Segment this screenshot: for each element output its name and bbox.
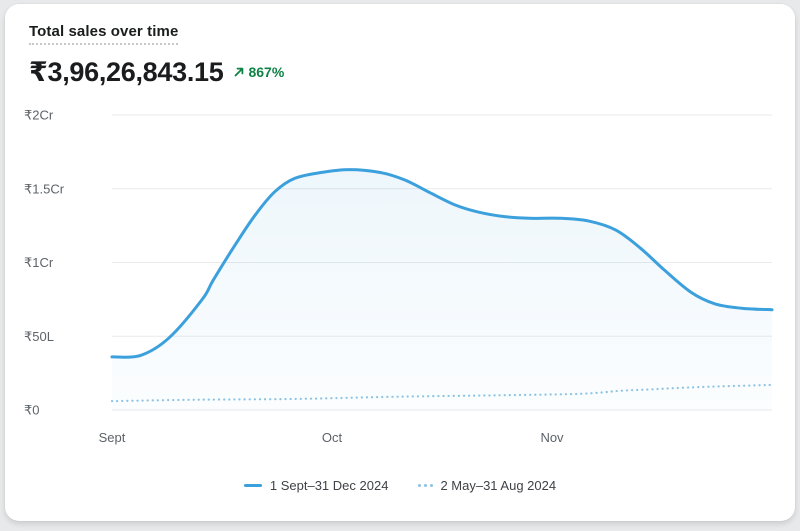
- series-line-solid: [110, 168, 774, 359]
- y-axis-label: ₹50L: [24, 329, 54, 344]
- metric-value: ₹3,96,26,843.15: [29, 57, 224, 87]
- x-axis-label: Oct: [322, 430, 343, 445]
- series-line-dotted: [110, 383, 774, 403]
- y-axis-label: ₹0: [24, 403, 40, 418]
- metric-value-row: ₹3,96,26,843.15 867%: [29, 56, 284, 88]
- x-axis-label: Nov: [540, 430, 564, 445]
- change-badge: 867%: [233, 64, 284, 80]
- dotted-line-marker: [418, 483, 422, 487]
- legend-item-current[interactable]: 1 Sept–31 Dec 2024: [243, 477, 389, 493]
- total-sales-card: Total sales over time ₹3,96,26,843.15 86…: [5, 4, 795, 521]
- metric-title[interactable]: Total sales over time: [29, 23, 179, 45]
- x-axis-label: Sept: [99, 430, 126, 445]
- y-axis-label: ₹1.5Cr: [24, 181, 65, 196]
- legend-label-previous: 2 May–31 Aug 2024: [440, 477, 557, 493]
- solid-line-marker: [243, 483, 262, 487]
- series-area-solid: [112, 169, 772, 410]
- y-axis-label: ₹2Cr: [24, 108, 54, 123]
- change-percent: 867%: [248, 64, 285, 80]
- chart-legend: 1 Sept–31 Dec 2024 2 May–31 Aug 2024: [5, 472, 795, 498]
- legend-label-current: 1 Sept–31 Dec 2024: [269, 477, 389, 493]
- legend-item-previous[interactable]: 2 May–31 Aug 2024: [418, 478, 556, 493]
- y-axis-label: ₹1Cr: [24, 255, 54, 270]
- trend-up-icon: [235, 67, 244, 77]
